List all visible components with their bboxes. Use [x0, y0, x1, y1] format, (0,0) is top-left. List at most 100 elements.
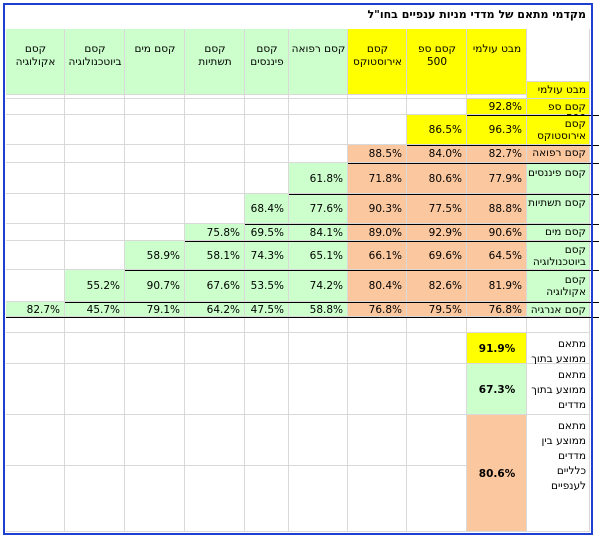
correlation-value-cell: [289, 163, 348, 194]
summary-value: 67.3%: [478, 383, 516, 396]
correlation-value-cell: [245, 194, 289, 224]
correlation-value: 79.5%: [428, 303, 462, 316]
row-border-line: [125, 270, 599, 271]
grid-cell: [65, 163, 125, 194]
column-header: [6, 29, 65, 95]
correlation-value: 77.5%: [428, 203, 462, 215]
correlation-value: 96.3%: [488, 124, 522, 136]
grid-cell: [185, 194, 245, 224]
grid-cell: [527, 317, 590, 333]
row-header-label: קסם ביוטכנולוגיה: [532, 243, 586, 268]
correlation-value-cell: [467, 145, 527, 163]
correlation-value: 84.0%: [428, 148, 462, 160]
correlation-value: 55.2%: [86, 280, 120, 292]
grid-cell: [348, 99, 407, 115]
correlation-value-cell: [245, 302, 289, 317]
correlation-value-cell: [65, 302, 125, 317]
column-header-label: קסם ביוטכנולוגיה: [68, 43, 122, 68]
correlation-value-cell: [348, 194, 407, 224]
grid-cell: [185, 364, 245, 415]
correlation-value-cell: [65, 270, 125, 302]
grid-cell: [125, 99, 185, 115]
grid-cell: [65, 364, 125, 415]
grid-cell: [65, 115, 125, 145]
summary-value-cell: [467, 333, 527, 364]
correlation-value: 80.4%: [368, 280, 402, 292]
grid-cell: [65, 99, 125, 115]
grid-cell: [125, 194, 185, 224]
correlation-value: 90.7%: [146, 280, 180, 292]
grid-cell: [125, 333, 185, 364]
grid-cell: [245, 466, 289, 532]
correlation-value: 92.8%: [488, 101, 522, 113]
row-header-label: קסם תשתיות: [528, 197, 586, 209]
correlation-value-cell: [6, 302, 65, 317]
grid-cell: [289, 99, 348, 115]
column-header-label: קסם מים: [134, 43, 176, 55]
grid-cell: [348, 317, 407, 333]
column-header: [348, 29, 407, 95]
correlation-value: 77.9%: [488, 172, 522, 185]
correlation-value: 76.8%: [488, 303, 522, 316]
correlation-value-cell: [185, 270, 245, 302]
grid-cell: [185, 145, 245, 163]
grid-cell: [289, 317, 348, 333]
correlation-value-cell: [289, 194, 348, 224]
grid-cell: [245, 99, 289, 115]
grid-cell: [185, 415, 245, 466]
correlation-value-cell: [245, 270, 289, 302]
correlation-value-cell: [348, 241, 407, 270]
grid-cell: [65, 466, 125, 532]
correlation-value-cell: [467, 99, 527, 115]
grid-cell: [6, 145, 65, 163]
correlation-value-cell: [185, 224, 245, 241]
column-header: [245, 29, 289, 95]
summary-value-cell: [467, 415, 527, 532]
grid-cell: [125, 466, 185, 532]
grid-cell: [348, 333, 407, 364]
grid-cell: [245, 115, 289, 145]
correlation-value: 80.6%: [428, 172, 462, 185]
correlation-value-cell: [407, 241, 467, 270]
grid-cell: [65, 333, 125, 364]
row-border-line: [407, 145, 599, 146]
grid-cell: [245, 333, 289, 364]
column-header: [289, 29, 348, 95]
grid-cell: [6, 194, 65, 224]
grid-cell: [6, 317, 65, 333]
correlation-value: 90.6%: [488, 226, 522, 239]
correlation-value: 81.9%: [488, 280, 522, 292]
grid-cell: [125, 145, 185, 163]
correlation-value-cell: [407, 194, 467, 224]
grid-cell: [407, 333, 467, 364]
grid-cell: [289, 415, 348, 466]
row-header-label: קסם אנרגיה: [530, 304, 586, 316]
correlation-value: 71.8%: [368, 172, 402, 185]
correlation-value-cell: [467, 302, 527, 317]
correlation-value-cell: [467, 115, 527, 145]
correlation-value: 58.8%: [309, 303, 343, 316]
row-header: [527, 115, 590, 145]
correlation-value: 74.3%: [250, 249, 284, 262]
correlation-value-cell: [467, 270, 527, 302]
row-border-line: [65, 302, 599, 303]
correlation-value-cell: [245, 224, 289, 241]
grid-cell: [289, 466, 348, 532]
correlation-value: 89.0%: [368, 226, 402, 239]
grid-cell: [6, 99, 65, 115]
grid-cell: [65, 145, 125, 163]
grid-cell: [65, 415, 125, 466]
grid-cell: [407, 317, 467, 333]
correlation-value-cell: [125, 241, 185, 270]
correlation-value-cell: [407, 224, 467, 241]
correlation-value: 88.8%: [488, 203, 522, 215]
correlation-value-cell: [348, 302, 407, 317]
grid-cell: [65, 194, 125, 224]
correlation-value: 82.7%: [488, 148, 522, 160]
grid-cell: [289, 364, 348, 415]
correlation-value: 75.8%: [206, 226, 240, 239]
correlation-value-cell: [407, 163, 467, 194]
correlation-value-cell: [348, 145, 407, 163]
grid-cell: [185, 99, 245, 115]
